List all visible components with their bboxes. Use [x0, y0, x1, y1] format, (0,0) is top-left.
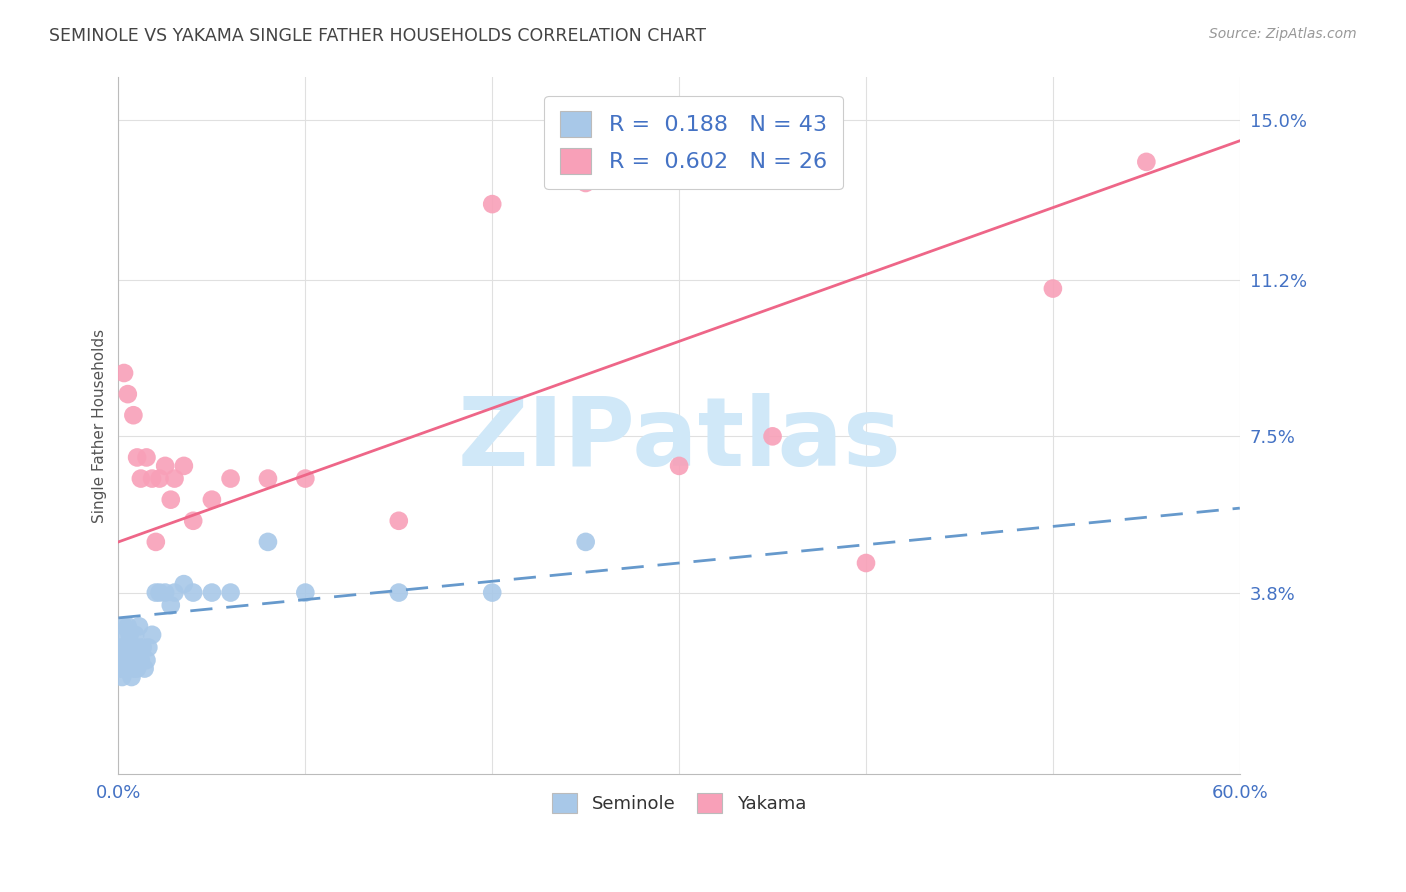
Point [115, 653, 138, 667]
Point [219, 585, 242, 599]
Point [159, 492, 181, 507]
Point [117, 640, 139, 655]
Point [110, 640, 132, 655]
Text: Source: ZipAtlas.com: Source: ZipAtlas.com [1209, 27, 1357, 41]
Point [153, 458, 176, 473]
Point [294, 472, 316, 486]
Point [124, 653, 146, 667]
Point [111, 653, 134, 667]
Point [141, 472, 163, 486]
Point [118, 653, 141, 667]
Point [110, 662, 132, 676]
Point [122, 662, 145, 676]
Point [173, 577, 195, 591]
Point [127, 450, 149, 465]
Point [153, 585, 176, 599]
Point [121, 670, 143, 684]
Point [117, 619, 139, 633]
Point [181, 514, 204, 528]
Point [148, 472, 170, 486]
Point [122, 640, 145, 655]
Point [668, 458, 690, 473]
Point [219, 472, 242, 486]
Point [111, 670, 134, 684]
Point [141, 628, 163, 642]
Point [148, 585, 170, 599]
Point [112, 366, 135, 380]
Y-axis label: Single Father Households: Single Father Households [93, 329, 107, 523]
Point [128, 619, 150, 633]
Point [132, 640, 155, 655]
Point [134, 662, 156, 676]
Point [1135, 154, 1157, 169]
Point [145, 535, 167, 549]
Point [117, 662, 139, 676]
Point [575, 535, 598, 549]
Point [257, 535, 280, 549]
Point [481, 197, 503, 211]
Point [761, 429, 783, 443]
Point [388, 585, 411, 599]
Text: SEMINOLE VS YAKAMA SINGLE FATHER HOUSEHOLDS CORRELATION CHART: SEMINOLE VS YAKAMA SINGLE FATHER HOUSEHO… [49, 27, 706, 45]
Point [855, 556, 877, 570]
Point [121, 653, 143, 667]
Point [163, 472, 186, 486]
Point [201, 585, 224, 599]
Point [117, 387, 139, 401]
Point [294, 585, 316, 599]
Point [1042, 281, 1064, 295]
Point [115, 628, 138, 642]
Point [481, 585, 503, 599]
Point [118, 628, 141, 642]
Point [575, 176, 598, 190]
Point [388, 514, 411, 528]
Point [129, 653, 152, 667]
Point [124, 628, 146, 642]
Point [163, 585, 186, 599]
Point [129, 472, 152, 486]
Point [201, 492, 224, 507]
Point [135, 653, 157, 667]
Legend: Seminole, Yakama: Seminole, Yakama [541, 781, 817, 824]
Point [112, 640, 135, 655]
Point [127, 662, 149, 676]
Point [138, 640, 160, 655]
Point [112, 619, 135, 633]
Point [145, 585, 167, 599]
Point [127, 640, 149, 655]
Text: ZIPatlas: ZIPatlas [457, 393, 901, 486]
Point [122, 409, 145, 423]
Point [159, 599, 181, 613]
Point [257, 472, 280, 486]
Point [112, 662, 135, 676]
Point [173, 458, 195, 473]
Point [181, 585, 204, 599]
Point [135, 450, 157, 465]
